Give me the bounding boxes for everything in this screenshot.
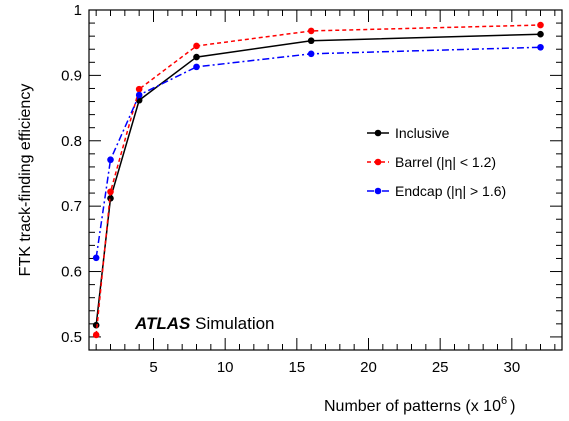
atlas-label: ATLAS Simulation bbox=[134, 314, 275, 333]
y-tick-label: 0.7 bbox=[61, 198, 82, 215]
x-axis-title: Number of patterns (x 106) bbox=[324, 395, 515, 415]
legend-label: Endcap (|η| > 1.6) bbox=[395, 183, 506, 199]
y-axis-title: FTK track-finding efficiency bbox=[17, 84, 34, 277]
x-tick-label: 25 bbox=[432, 359, 449, 376]
legend: Inclusive Barrel (|η| < 1.2) Endcap (|η| >… bbox=[367, 125, 506, 199]
data-point bbox=[537, 43, 544, 51]
data-point bbox=[107, 156, 114, 164]
x-tick-label: 10 bbox=[217, 359, 234, 376]
x-tick-label: 15 bbox=[288, 359, 305, 376]
data-point bbox=[307, 50, 315, 58]
x-axis: 5 10 15 20 25 30 bbox=[95, 10, 556, 376]
data-point bbox=[92, 331, 100, 339]
legend-item: Endcap (|η| > 1.6) bbox=[367, 183, 506, 199]
legend-marker bbox=[374, 187, 382, 195]
data-point bbox=[307, 37, 315, 45]
series-line bbox=[95, 46, 541, 258]
y-tick-label: 1 bbox=[74, 2, 82, 19]
y-tick-label: 0.9 bbox=[61, 67, 82, 84]
data-point bbox=[193, 53, 200, 61]
y-tick-label: 0.5 bbox=[61, 329, 82, 346]
series-layer bbox=[92, 21, 544, 339]
series-line bbox=[95, 24, 541, 336]
x-tick-label: 20 bbox=[360, 359, 377, 376]
x-tick-label: 30 bbox=[503, 359, 520, 376]
legend-item: Barrel (|η| < 1.2) bbox=[367, 154, 496, 170]
atlas-label-text: Simulation bbox=[190, 314, 274, 333]
x-axis-title-exponent: 6 bbox=[501, 395, 507, 407]
legend-item: Inclusive bbox=[367, 125, 450, 141]
series-1 bbox=[92, 21, 544, 339]
data-point bbox=[92, 321, 100, 329]
legend-label: Barrel (|η| < 1.2) bbox=[395, 154, 496, 170]
series-line bbox=[95, 33, 541, 326]
atlas-label-bold: ATLAS bbox=[134, 314, 191, 333]
data-point bbox=[537, 30, 544, 38]
legend-marker bbox=[374, 129, 382, 137]
y-axis: 0.5 0.6 0.7 0.8 0.9 1 bbox=[61, 2, 562, 351]
x-axis-title-close: ) bbox=[510, 398, 515, 415]
data-point bbox=[537, 21, 544, 29]
data-point bbox=[92, 254, 100, 262]
legend-marker bbox=[374, 158, 382, 166]
y-tick-label: 0.6 bbox=[61, 264, 82, 281]
series-2 bbox=[92, 43, 544, 262]
data-point bbox=[193, 42, 200, 50]
data-point bbox=[107, 188, 114, 196]
data-point bbox=[135, 91, 143, 99]
data-point bbox=[135, 85, 143, 93]
y-tick-label: 0.8 bbox=[61, 133, 82, 150]
data-point bbox=[307, 27, 315, 35]
x-axis-title-main: Number of patterns (x 10 bbox=[324, 398, 501, 415]
data-point bbox=[193, 63, 200, 71]
data-point bbox=[107, 195, 114, 202]
legend-label: Inclusive bbox=[395, 125, 450, 141]
x-tick-label: 5 bbox=[149, 359, 157, 376]
